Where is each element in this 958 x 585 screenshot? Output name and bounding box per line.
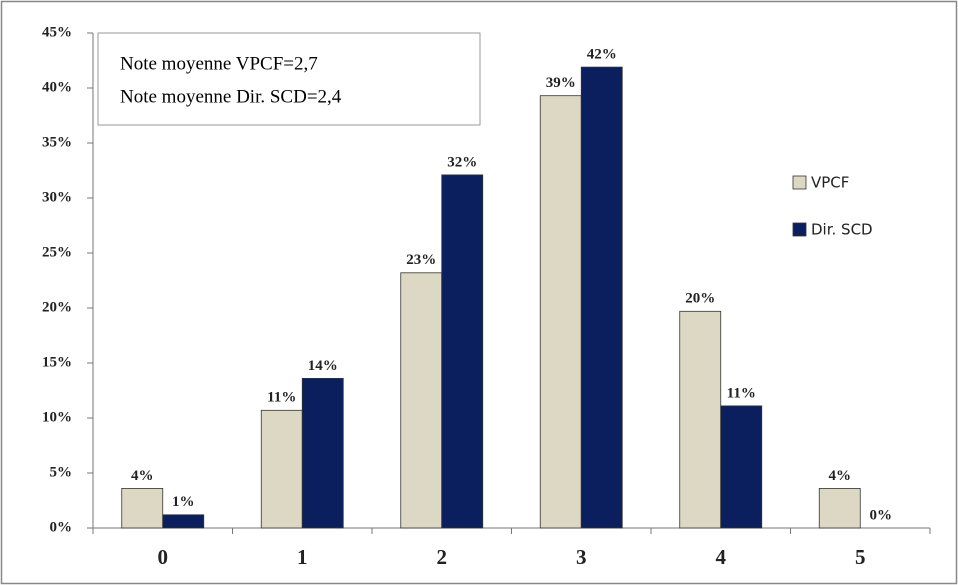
legend-label: Dir. SCD (811, 221, 873, 239)
bar (720, 405, 763, 529)
bar (260, 409, 303, 529)
value-label: 23% (406, 252, 436, 268)
x-tick-label: 0 (158, 545, 169, 569)
bar (441, 174, 484, 529)
y-tick-label: 25% (42, 244, 72, 260)
value-label: 0% (870, 507, 893, 523)
x-tick-label: 2 (437, 545, 448, 569)
annotation-box (97, 32, 481, 126)
y-tick-label: 0% (50, 519, 73, 535)
legend-swatch (792, 175, 807, 190)
value-label: 32% (447, 154, 477, 170)
annotation: Note moyenne Dir. SCD=2,4 (120, 86, 342, 107)
value-label: 11% (727, 385, 756, 401)
bar (679, 310, 722, 529)
bar (539, 95, 582, 529)
y-tick-label: 45% (42, 24, 72, 40)
y-tick-label: 10% (42, 409, 72, 425)
bar (818, 487, 861, 529)
value-label: 11% (267, 390, 296, 406)
y-tick-label: 35% (42, 134, 72, 150)
bar (162, 514, 205, 529)
x-tick-label: 3 (576, 545, 587, 569)
legend-swatch (792, 222, 807, 237)
value-label: 42% (587, 47, 617, 63)
y-tick-label: 30% (42, 189, 72, 205)
bar (301, 377, 344, 529)
value-label: 1% (172, 494, 195, 510)
x-tick-label: 1 (297, 545, 308, 569)
legend-label: VPCF (811, 174, 849, 192)
value-label: 20% (685, 291, 715, 307)
bar (121, 487, 164, 529)
y-tick-label: 15% (42, 354, 72, 370)
annotation: Note moyenne VPCF=2,7 (120, 53, 318, 74)
value-label: 4% (829, 468, 852, 484)
x-tick-label: 4 (716, 545, 727, 569)
y-tick-label: 20% (42, 299, 72, 315)
y-tick-label: 40% (42, 79, 72, 95)
value-label: 39% (546, 75, 576, 91)
value-label: 4% (131, 468, 154, 484)
value-label: 14% (308, 358, 338, 374)
bar (400, 272, 443, 529)
y-tick-label: 5% (50, 464, 73, 480)
x-tick-label: 5 (855, 545, 866, 569)
bar (580, 66, 623, 529)
